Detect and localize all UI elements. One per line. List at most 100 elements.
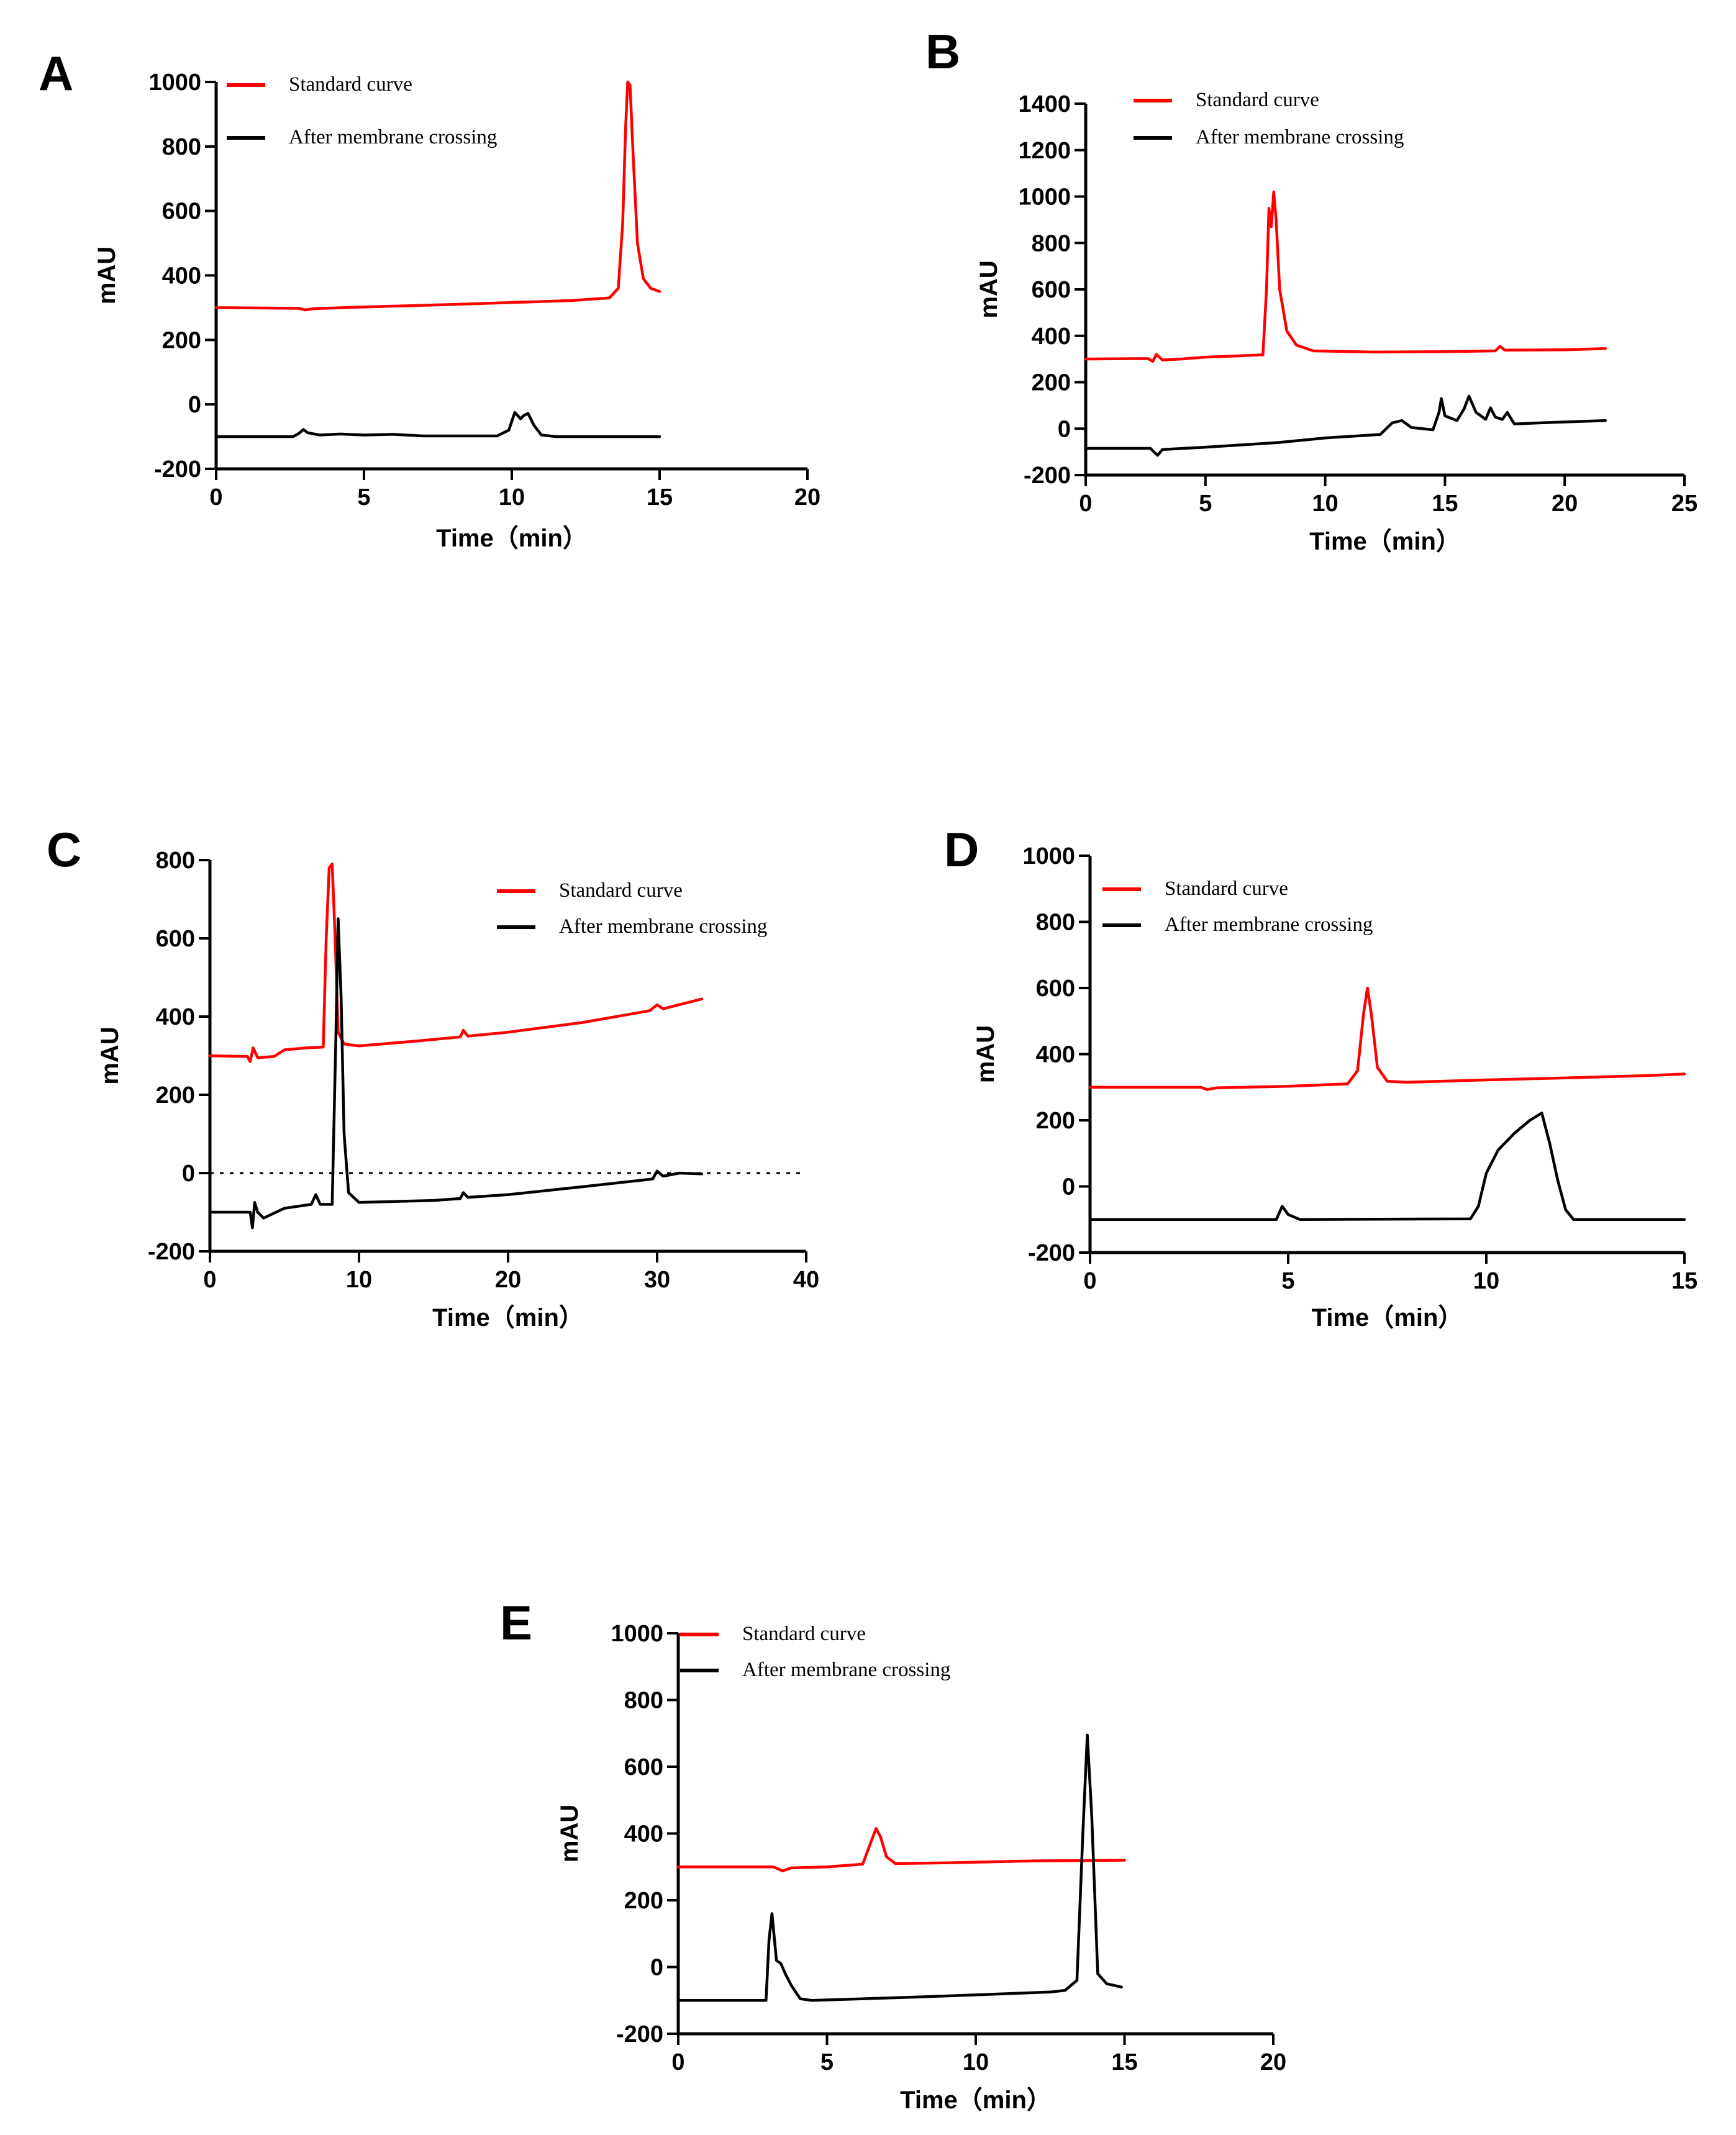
y-axis-title: mAU xyxy=(972,1025,999,1083)
y-axis-title: mAU xyxy=(975,260,1002,318)
legend-label-crossing: After membrane crossing xyxy=(1196,126,1404,148)
y-tick-label: 1000 xyxy=(148,70,201,96)
y-tick-label: 400 xyxy=(162,263,201,289)
x-tick-label: 20 xyxy=(1260,2049,1286,2075)
y-tick-label: 600 xyxy=(162,199,201,225)
x-tick-label: 10 xyxy=(963,2049,989,2075)
panel-c: C -200 0 200 400 600 800 0 10 20 30 40 Time（min） mAU S… xyxy=(47,822,819,1331)
x-axis-title: Time（min） xyxy=(1312,1304,1463,1331)
series-standard-curve xyxy=(676,1827,1126,1872)
x-tick-label: 20 xyxy=(1552,491,1578,517)
y-tick-label: 800 xyxy=(162,134,201,160)
x-tick-label: 20 xyxy=(794,484,820,510)
y-tick-label: 400 xyxy=(1032,324,1071,350)
panel-letter: E xyxy=(500,1595,532,1650)
y-axis-title: mAU xyxy=(93,247,120,304)
legend-label-standard: Standard curve xyxy=(559,879,683,902)
y-tick-label: 800 xyxy=(156,848,195,874)
x-tick-label: 5 xyxy=(1199,491,1212,517)
y-tick-label: 200 xyxy=(624,1888,663,1914)
x-tick-label: 0 xyxy=(1083,1268,1096,1294)
x-tick-label: 10 xyxy=(499,484,525,510)
y-tick-label: 400 xyxy=(156,1004,195,1030)
x-tick-label: 5 xyxy=(1281,1268,1294,1294)
y-tick-label: -200 xyxy=(1028,1240,1075,1266)
series-after-membrane-crossing xyxy=(208,917,704,1230)
series-standard-curve xyxy=(214,80,661,312)
y-axis-title: mAU xyxy=(556,1805,583,1862)
legend-label-crossing: After membrane crossing xyxy=(742,1659,950,1681)
panel-letter: B xyxy=(925,24,960,79)
series-after-membrane-crossing xyxy=(1084,394,1607,457)
x-tick-label: 10 xyxy=(346,1267,372,1293)
legend-label-crossing: After membrane crossing xyxy=(289,126,497,148)
y-tick-label: 1000 xyxy=(1018,184,1071,211)
x-tick-label: 5 xyxy=(357,484,370,510)
x-tick-label: 0 xyxy=(203,1267,216,1293)
panel-e: E -200 0 200 400 600 800 1000 0 5 10 15 20 Time（min） m… xyxy=(500,1595,1286,2114)
x-tick-label: 15 xyxy=(1432,491,1458,517)
y-tick-label: 0 xyxy=(650,1955,663,1981)
legend-label-standard: Standard curve xyxy=(742,1623,866,1645)
y-tick-label: 200 xyxy=(1032,370,1071,396)
y-tick-label: 800 xyxy=(624,1688,663,1714)
y-tick-label: 600 xyxy=(624,1754,663,1780)
series-after-membrane-crossing xyxy=(676,1733,1123,2002)
y-tick-label: 600 xyxy=(1036,976,1075,1002)
x-tick-label: 10 xyxy=(1312,491,1338,517)
panel-letter: A xyxy=(39,46,73,101)
y-tick-label: 600 xyxy=(1032,277,1071,303)
x-tick-label: 15 xyxy=(1111,2049,1137,2075)
x-axis-title: Time（min） xyxy=(1309,528,1461,555)
panel-a: A -200 0 200 400 600 800 1000 0 5 10 15 20 Time（min） m… xyxy=(39,46,820,552)
y-tick-label: 1000 xyxy=(1022,843,1075,869)
panel-letter: D xyxy=(944,822,979,877)
x-tick-label: 15 xyxy=(647,484,673,510)
y-tick-label: 1200 xyxy=(1018,138,1071,164)
series-after-membrane-crossing xyxy=(214,410,661,438)
y-axis-title: mAU xyxy=(96,1027,124,1084)
x-tick-label: 40 xyxy=(793,1267,819,1293)
legend-label-crossing: After membrane crossing xyxy=(559,915,767,938)
x-tick-label: 0 xyxy=(209,484,222,510)
x-axis-title: Time（min） xyxy=(432,1304,584,1331)
y-tick-label: 600 xyxy=(156,926,195,952)
x-tick-label: 0 xyxy=(1079,491,1092,517)
x-tick-label: 20 xyxy=(495,1267,521,1293)
y-tick-label: 200 xyxy=(1036,1108,1075,1134)
series-standard-curve xyxy=(1088,986,1686,1091)
y-tick-label: 200 xyxy=(162,327,201,353)
panel-b: B -200 0 200 400 600 800 1000 1200 1400 0 5 10 15 20 25… xyxy=(925,24,1697,555)
y-tick-label: 800 xyxy=(1036,910,1075,936)
x-axis-title: Time（min） xyxy=(436,525,588,552)
panel-d: D -200 0 200 400 600 800 1000 0 5 10 15 Time（min） mAU… xyxy=(944,822,1697,1331)
y-tick-label: -200 xyxy=(148,1239,195,1265)
y-tick-label: 0 xyxy=(188,392,201,418)
y-tick-label: -200 xyxy=(154,456,201,483)
series-after-membrane-crossing xyxy=(1088,1112,1686,1222)
legend-label-standard: Standard curve xyxy=(289,73,412,96)
y-tick-label: 800 xyxy=(1032,230,1071,256)
legend-label-standard: Standard curve xyxy=(1196,89,1319,111)
series-standard-curve xyxy=(1084,190,1607,363)
y-tick-label: 0 xyxy=(1062,1174,1075,1200)
x-tick-label: 25 xyxy=(1671,491,1697,517)
legend-label-standard: Standard curve xyxy=(1165,877,1288,900)
x-tick-label: 15 xyxy=(1671,1268,1697,1294)
y-tick-label: -200 xyxy=(1024,463,1071,489)
x-tick-label: 5 xyxy=(820,2049,834,2075)
y-tick-label: 400 xyxy=(1036,1042,1075,1068)
x-tick-label: 10 xyxy=(1473,1268,1499,1294)
y-tick-label: 200 xyxy=(156,1082,195,1108)
y-tick-label: 0 xyxy=(1058,416,1071,442)
y-tick-label: -200 xyxy=(616,2021,663,2047)
x-tick-label: 0 xyxy=(671,2049,684,2075)
y-tick-label: 1000 xyxy=(611,1621,663,1647)
x-axis-title: Time（min） xyxy=(900,2087,1052,2114)
panel-letter: C xyxy=(47,822,81,877)
y-tick-label: 0 xyxy=(182,1161,195,1187)
y-tick-label: 400 xyxy=(624,1821,663,1847)
y-tick-label: 1400 xyxy=(1018,91,1071,117)
legend-label-crossing: After membrane crossing xyxy=(1165,913,1373,936)
